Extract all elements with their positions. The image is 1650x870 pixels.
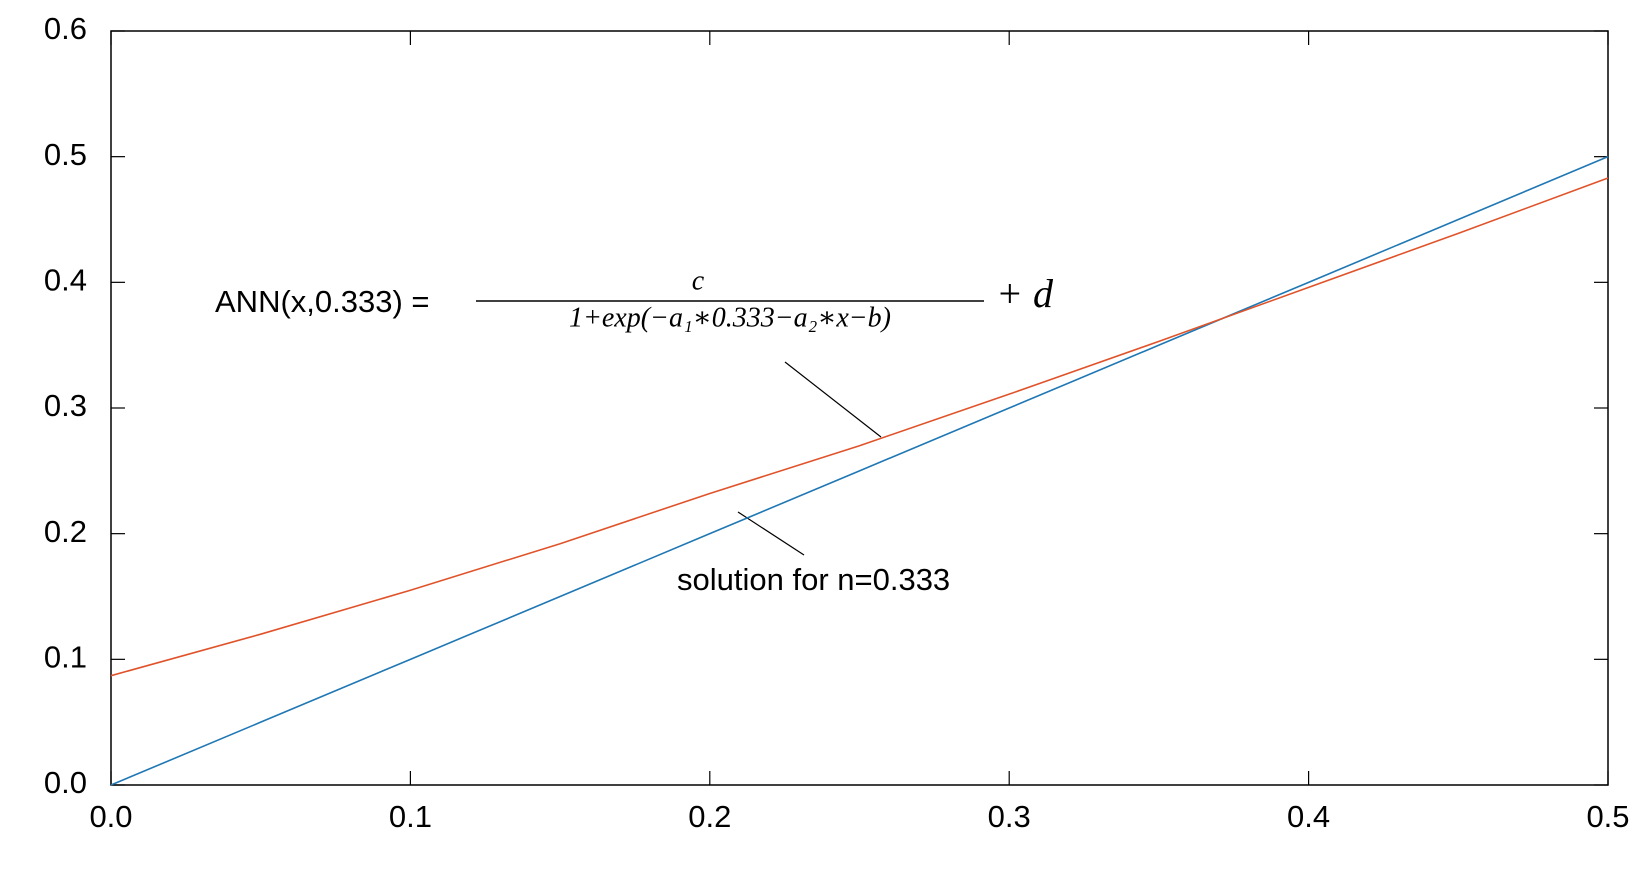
formula-suffix: + d bbox=[996, 271, 1054, 316]
leader-line bbox=[737, 511, 805, 556]
x-tick-label: 0.5 bbox=[1586, 799, 1629, 834]
y-tick-label: 0.3 bbox=[44, 388, 87, 423]
x-tick-label: 0.3 bbox=[988, 799, 1031, 834]
y-tick-label: 0.4 bbox=[44, 263, 87, 298]
x-tick-label: 0.4 bbox=[1287, 799, 1330, 834]
y-tick-label: 0.1 bbox=[44, 640, 87, 675]
x-tick-label: 0.1 bbox=[389, 799, 432, 834]
series-line bbox=[110, 155, 1609, 786]
formula-denominator: 1+exp(−a₁∗0.333−a₂∗x−b) bbox=[569, 302, 891, 333]
y-tick-label: 0.2 bbox=[44, 514, 87, 549]
plot-frame bbox=[110, 30, 1609, 786]
y-tick-label: 0.0 bbox=[44, 765, 87, 800]
y-tick-label: 0.5 bbox=[44, 137, 87, 172]
x-tick-label: 0.2 bbox=[688, 799, 731, 834]
annotation-label: solution for n=0.333 bbox=[677, 562, 950, 597]
x-tick-label: 0.0 bbox=[89, 799, 132, 834]
series-line bbox=[110, 177, 1609, 677]
annotation-label: ANN(x,0.333) = bbox=[215, 284, 430, 319]
leader-line bbox=[784, 361, 882, 438]
y-tick-label: 0.6 bbox=[44, 11, 87, 46]
formula-numerator: c bbox=[692, 265, 705, 296]
